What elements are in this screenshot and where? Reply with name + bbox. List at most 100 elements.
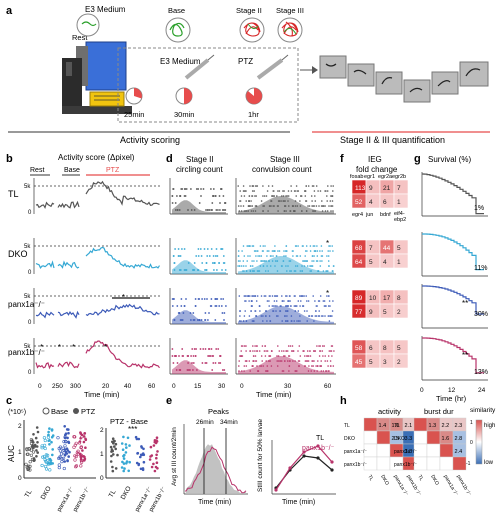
panel-letter-d: d xyxy=(166,153,173,165)
d-right-dot xyxy=(327,185,329,187)
d-right-dot xyxy=(277,250,279,252)
d-left-dot xyxy=(220,305,223,307)
c-base-dot xyxy=(57,463,61,467)
f-cell xyxy=(393,303,409,319)
c-base-dot xyxy=(74,441,78,445)
c-diff-dot xyxy=(128,460,131,464)
row-label-panx1a: panx1a⁻/⁻ xyxy=(8,300,45,309)
d-right-dot xyxy=(331,200,334,202)
stage3-trace2 xyxy=(283,28,297,35)
d-right-dot xyxy=(296,255,299,257)
h-right-cell xyxy=(426,456,441,471)
e-title: Peaks xyxy=(208,407,229,416)
d-right-dot xyxy=(307,360,310,362)
d-right-dot xyxy=(315,205,318,207)
d-right-dot xyxy=(261,250,264,252)
c-diff-dot xyxy=(124,443,128,446)
c-base-dot xyxy=(45,456,49,460)
e-right-tl xyxy=(275,455,333,489)
c-diff-dot xyxy=(125,446,128,449)
d-right-dot xyxy=(251,190,254,192)
d-right-dot xyxy=(243,295,246,297)
g-pct-2: 30% xyxy=(474,311,488,318)
d-right-dot xyxy=(251,295,253,297)
d-left-dot xyxy=(224,209,227,211)
c-base-dot xyxy=(30,457,35,462)
panel-letter-b: b xyxy=(6,153,13,165)
b-ytick-top-0: 5k xyxy=(24,184,31,190)
d-right-dot xyxy=(292,255,294,257)
d-right-dot xyxy=(315,260,318,262)
d-right-dot xyxy=(303,295,305,297)
d-left-dot xyxy=(174,202,177,204)
c-diff-dot xyxy=(148,458,152,461)
b-trace-3-1 xyxy=(57,361,80,369)
e-left-area xyxy=(186,444,246,494)
d-right-dot xyxy=(240,350,242,352)
c-diff-dot xyxy=(110,450,113,453)
d-left-dot xyxy=(195,255,198,257)
d-right-dot xyxy=(285,350,287,352)
e-right-panx1b-pt xyxy=(316,444,320,448)
c-diff-dot xyxy=(111,465,114,469)
similarity-heatmaps: 1.4 1.0 2.1 2.5 3.3 3.3 TL DKO panx1a⁻/⁻ panx1b⁻/… xyxy=(344,417,472,497)
f-cell-value: 52 xyxy=(355,199,363,206)
h-right-value: 1.6 xyxy=(442,436,450,442)
c-ptz-dot xyxy=(32,433,35,436)
d-left-dot xyxy=(213,269,215,271)
f-top-label-1: egr1 xyxy=(364,174,375,180)
d-right-dot xyxy=(262,245,265,247)
h-right-cell xyxy=(426,430,441,445)
d-right-dot xyxy=(306,355,308,357)
f-cell-value: 5 xyxy=(369,259,373,266)
c-xcat-tl: TL xyxy=(24,489,34,499)
d-right-dot xyxy=(329,360,332,362)
d-right-dot xyxy=(331,195,333,197)
d-left-dot xyxy=(172,188,175,190)
d-right-dot xyxy=(332,265,335,267)
d-right-dot xyxy=(249,295,251,297)
c-ptz-dot xyxy=(66,436,69,440)
d-right-dot xyxy=(285,295,287,297)
d-right-dot xyxy=(299,255,302,257)
h-right-ylabel-0: TL xyxy=(394,423,400,429)
e-right-panx1b-pt xyxy=(330,460,334,464)
c-base-dot xyxy=(60,460,64,464)
d-left-dot xyxy=(222,195,225,197)
f-cell-value: 4 xyxy=(383,259,387,266)
c-ptz-dot xyxy=(67,428,70,431)
c-base-dot xyxy=(42,443,47,448)
d-right-dot xyxy=(304,190,306,192)
c-base-dot xyxy=(28,464,32,469)
auc-dots xyxy=(24,425,159,473)
c-base-dot xyxy=(73,454,77,458)
c-base-dot xyxy=(79,445,83,449)
panel-h: h activity burst dur similarity 1.4 1.0 2.… xyxy=(340,395,496,497)
stage2-trace xyxy=(243,22,261,37)
d-xtick-l-2: 30 xyxy=(218,383,226,390)
d-right-dot xyxy=(301,245,304,247)
d-right-dot xyxy=(245,200,247,202)
quantification-label: Stage II & III quantification xyxy=(340,135,445,145)
stage2-trace2 xyxy=(247,23,259,30)
d-left-dot xyxy=(202,188,205,190)
c-diff-dot xyxy=(155,453,158,457)
d-left-dot xyxy=(182,355,185,357)
d-left-dot xyxy=(208,355,211,357)
g-curve-1 xyxy=(422,233,484,271)
d-left-dot xyxy=(215,248,218,250)
c-base-dot xyxy=(73,458,77,462)
d-left-dot xyxy=(218,305,221,307)
f-cell-value: 4 xyxy=(369,199,373,206)
d-right-area-0 xyxy=(238,196,334,214)
h-right-xlabel-1: DKO xyxy=(429,474,440,486)
h-left-cell xyxy=(376,456,391,471)
d-left-dot xyxy=(197,188,200,190)
rig-plate xyxy=(89,91,125,107)
d-right-dot xyxy=(286,195,289,197)
d-right-dot xyxy=(309,265,311,267)
d-left-dot xyxy=(220,188,223,190)
c-base-dot xyxy=(59,452,64,456)
f-cell xyxy=(393,193,409,209)
d-left-dot xyxy=(204,362,207,364)
